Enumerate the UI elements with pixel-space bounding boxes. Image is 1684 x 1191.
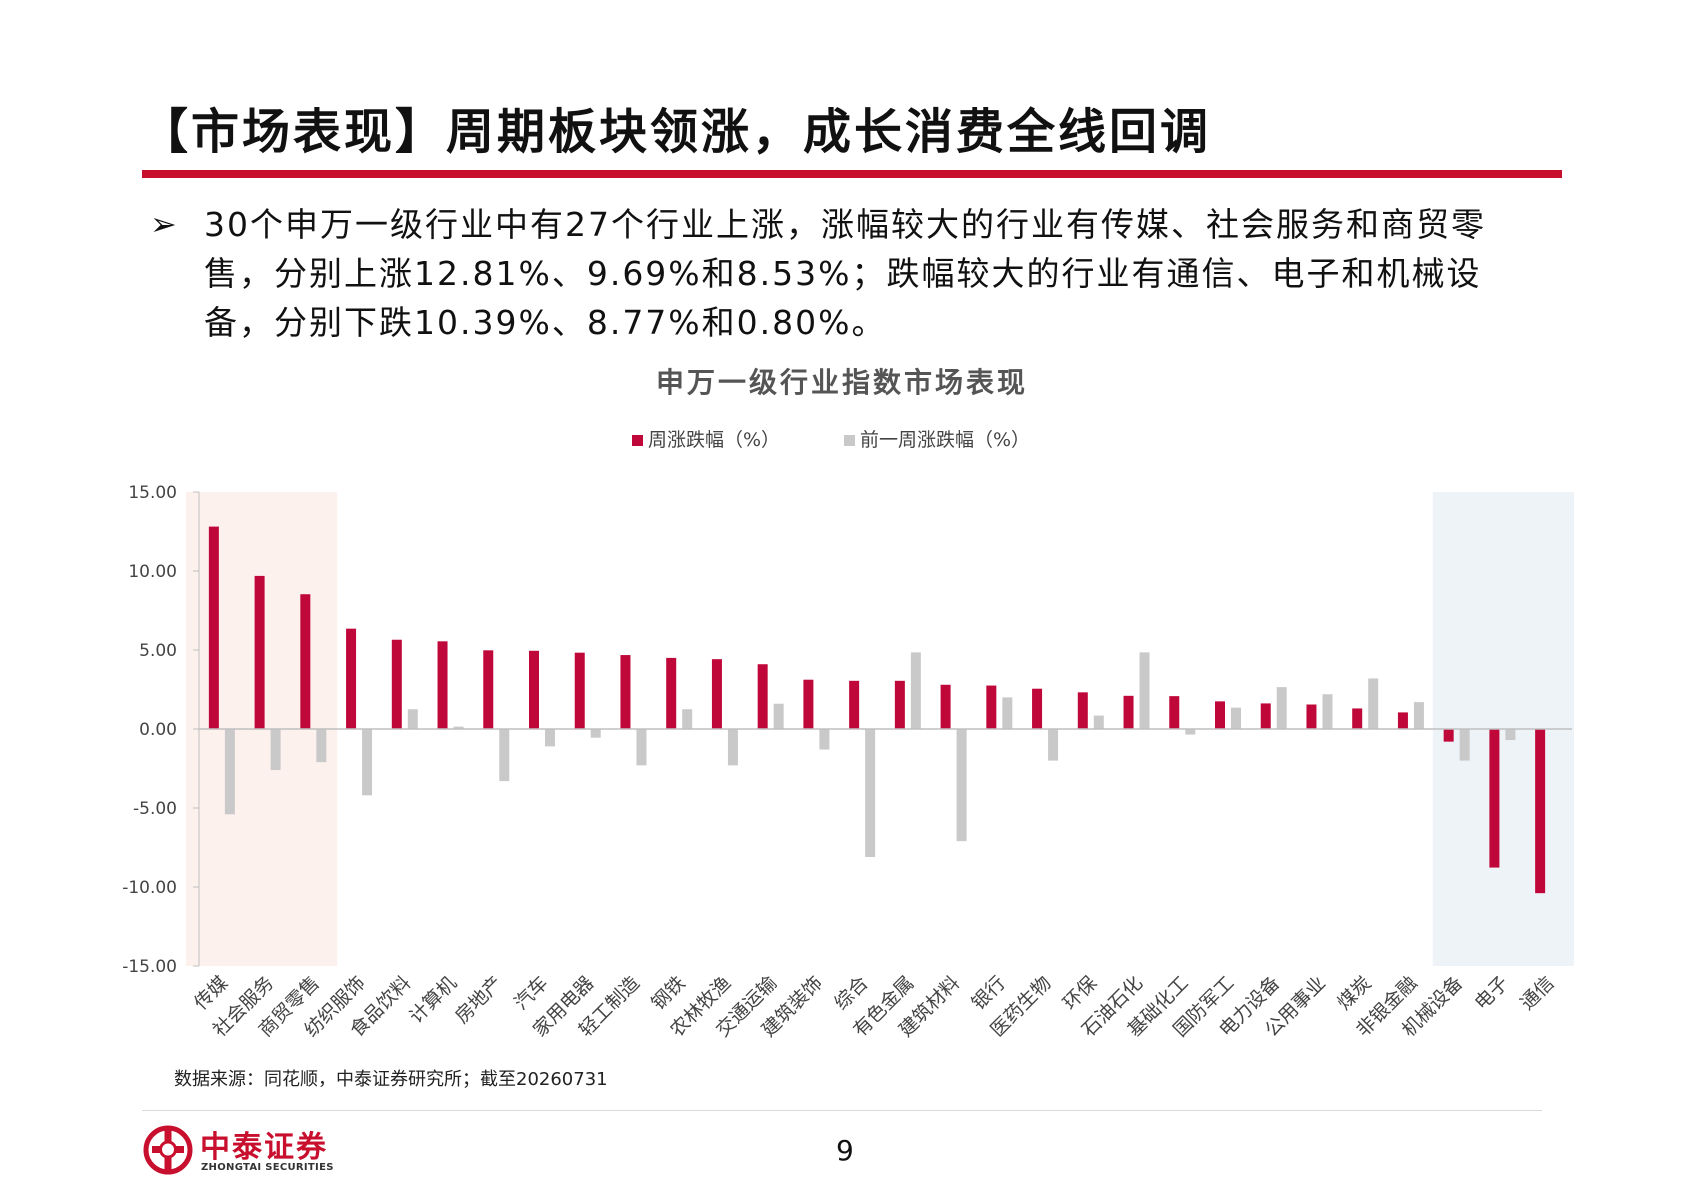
bar-weekly xyxy=(1306,704,1317,729)
bullet-text: 30个申万一级行业中有27个行业上涨，涨幅较大的行业有传媒、社会服务和商贸零售，… xyxy=(204,205,1486,342)
bar-prev-week xyxy=(773,703,784,729)
y-tick-label: 10.00 xyxy=(128,562,177,582)
bar-weekly xyxy=(1352,708,1363,729)
bar-weekly xyxy=(757,664,768,729)
bar-prev-week xyxy=(1139,652,1150,729)
bar-prev-week xyxy=(270,729,281,771)
y-tick-label: -10.00 xyxy=(122,878,177,898)
legend-swatch-prev-week xyxy=(844,435,855,446)
bar-prev-week xyxy=(1368,678,1379,729)
logo-emblem-icon xyxy=(143,1125,193,1175)
title-divider xyxy=(142,170,1562,178)
bar-prev-week xyxy=(636,729,647,766)
legend-label-prev-week: 前一周涨跌幅（%） xyxy=(860,429,1030,451)
bar-prev-week xyxy=(499,729,510,782)
bar-prev-week xyxy=(453,726,464,729)
bar-weekly xyxy=(940,684,951,729)
y-tick-label: 0.00 xyxy=(139,720,177,740)
x-tick-label: 计算机 xyxy=(405,972,461,1028)
chart-title: 申万一级行业指数市场表现 xyxy=(656,366,1028,399)
bar-prev-week xyxy=(1276,687,1287,729)
x-tick-label: 电子 xyxy=(1470,972,1512,1014)
y-tick-label: 5.00 xyxy=(139,641,177,661)
bar-prev-week xyxy=(1048,729,1059,761)
bar-prev-week xyxy=(362,729,373,796)
bar-prev-week xyxy=(910,652,921,729)
bar-prev-week xyxy=(1413,702,1424,729)
bar-weekly xyxy=(437,641,448,729)
bar-prev-week xyxy=(224,729,235,815)
x-tick-label: 通信 xyxy=(1516,972,1558,1014)
logo-english-text: ZHONGTAI SECURITIES xyxy=(201,1162,334,1173)
bar-weekly xyxy=(300,594,311,729)
bullet-arrow-icon: ➢ xyxy=(150,205,177,243)
bar-prev-week xyxy=(407,709,418,729)
bar-weekly xyxy=(529,650,539,729)
bar-weekly xyxy=(711,659,722,729)
bar-weekly xyxy=(1443,729,1454,742)
bar-weekly xyxy=(1260,703,1271,729)
bar-weekly xyxy=(1489,729,1500,868)
bar-weekly xyxy=(1032,688,1043,729)
bar-prev-week xyxy=(1322,694,1333,729)
bar-prev-week xyxy=(1002,697,1013,729)
footer-divider xyxy=(142,1110,1542,1111)
bar-weekly xyxy=(620,655,631,729)
bar-prev-week xyxy=(1505,729,1516,741)
slide-title: 【市场表现】周期板块领涨，成长消费全线回调 xyxy=(140,104,1212,160)
bar-weekly xyxy=(666,657,677,729)
logo-chinese-text: 中泰证券 xyxy=(200,1130,328,1165)
bar-prev-week xyxy=(545,729,555,747)
bar-weekly xyxy=(346,628,357,729)
bar-weekly xyxy=(1169,696,1180,729)
legend-swatch-weekly xyxy=(632,435,643,446)
bar-weekly xyxy=(1215,701,1225,729)
bar-weekly xyxy=(1123,695,1134,729)
bar-prev-week xyxy=(727,729,738,766)
bar-prev-week xyxy=(1459,729,1470,761)
bar-weekly xyxy=(208,526,219,729)
bar-weekly xyxy=(1077,692,1088,729)
bar-prev-week xyxy=(590,729,601,738)
bar-prev-week xyxy=(865,729,876,857)
bar-prev-week xyxy=(1231,707,1241,729)
bar-weekly xyxy=(391,639,402,729)
y-tick-label: -5.00 xyxy=(133,799,177,819)
bar-prev-week xyxy=(1185,729,1196,735)
y-tick-label: 15.00 xyxy=(128,483,177,503)
bar-prev-week xyxy=(682,709,693,729)
bar-weekly xyxy=(574,652,585,729)
bar-prev-week xyxy=(956,729,967,842)
bar-prev-week xyxy=(1093,715,1104,729)
company-logo: 中泰证券 ZHONGTAI SECURITIES xyxy=(142,1120,342,1180)
bar-weekly xyxy=(1535,729,1546,894)
bar-prev-week xyxy=(316,729,327,763)
x-tick-label: 房地产 xyxy=(451,972,507,1028)
page-number: 9 xyxy=(836,1134,854,1167)
bar-weekly xyxy=(803,679,814,729)
bar-weekly xyxy=(849,680,860,729)
bar-prev-week xyxy=(819,729,830,750)
bar-weekly xyxy=(894,680,905,729)
bar-weekly xyxy=(1397,712,1408,729)
bar-weekly xyxy=(254,575,265,729)
data-source-note: 数据来源：同花顺，中泰证券研究所；截至20260731 xyxy=(174,1069,608,1090)
bar-weekly xyxy=(986,685,997,729)
legend-label-weekly: 周涨跌幅（%） xyxy=(648,429,780,451)
bar-weekly xyxy=(483,650,494,729)
y-tick-label: -15.00 xyxy=(122,957,177,977)
